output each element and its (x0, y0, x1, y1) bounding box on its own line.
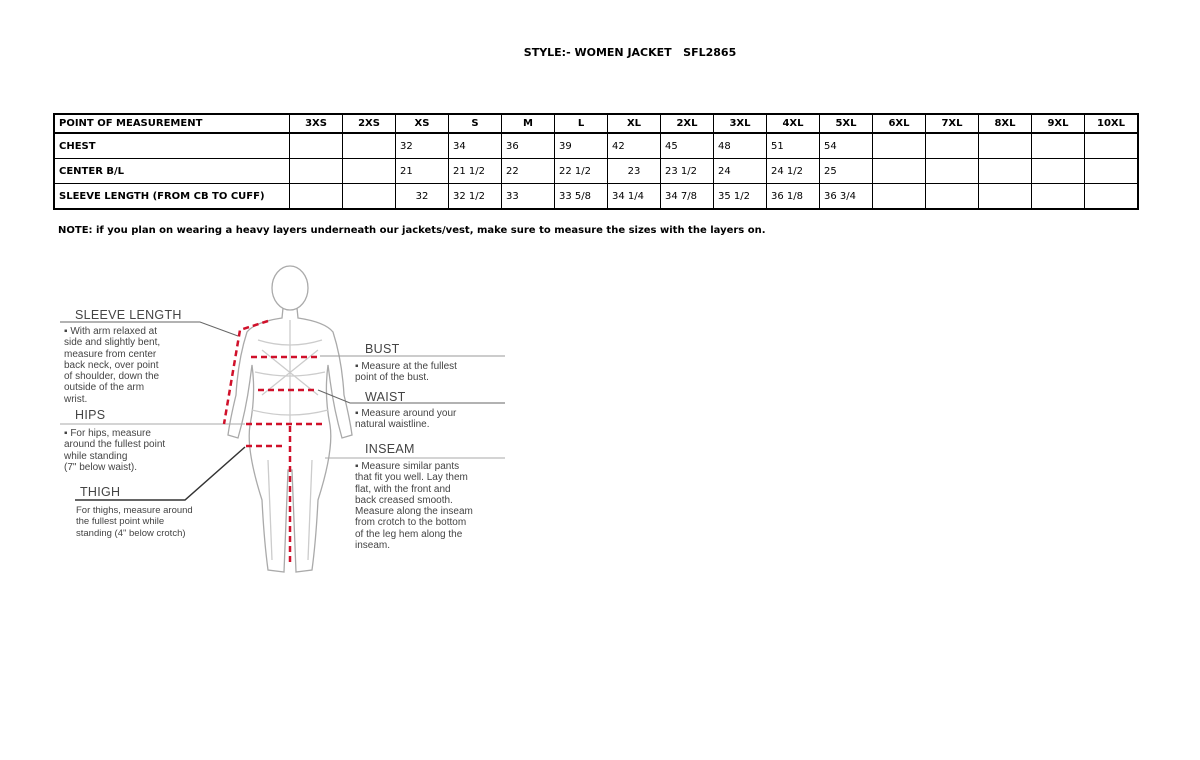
sleeve-length-heading: SLEEVE LENGTH (75, 308, 182, 322)
hips-text: ▪ For hips, measure around the fullest p… (64, 428, 166, 473)
table-cell (925, 158, 979, 184)
measurement-guide-lines (60, 321, 505, 501)
table-cell (289, 183, 343, 210)
table-cell: 36 3/4 (819, 183, 873, 210)
measurement-dashes (222, 319, 326, 565)
bust-heading: BUST (365, 342, 400, 356)
row-label: SLEEVE LENGTH (FROM CB TO CUFF) (53, 183, 290, 210)
table-cell: 22 1/2 (554, 158, 608, 184)
column-header-size: 3XS (289, 113, 343, 134)
table-cell: 21 (395, 158, 449, 184)
table-cell: 32 (395, 183, 449, 210)
column-header-size: 2XS (342, 113, 396, 134)
table-cell (925, 183, 979, 210)
table-cell: 36 (501, 132, 555, 159)
inseam-text: ▪ Measure similar pants that fit you wel… (355, 461, 473, 552)
table-cell: 32 1/2 (448, 183, 502, 210)
table-cell: 23 (607, 158, 661, 184)
table-cell: 24 1/2 (766, 158, 820, 184)
table-cell: 45 (660, 132, 714, 159)
column-header-size: 9XL (1031, 113, 1085, 134)
table-cell: 23 1/2 (660, 158, 714, 184)
table-cell: 34 1/4 (607, 183, 661, 210)
table-cell: 24 (713, 158, 767, 184)
table-row: SLEEVE LENGTH (FROM CB TO CUFF) 32 32 1/2 3… (53, 183, 1139, 210)
table-cell (872, 158, 926, 184)
table-cell (1031, 183, 1085, 210)
table-cell (978, 158, 1032, 184)
table-cell (872, 183, 926, 210)
table-cell: 36 1/8 (766, 183, 820, 210)
table-cell: 22 (501, 158, 555, 184)
table-row: CENTER B/L 21 21 1/2 22 22 1/2 23 23 1/2 24 24 1… (53, 158, 1139, 184)
table-cell (1084, 158, 1139, 184)
waist-text: ▪ Measure around your natural waistline. (355, 408, 457, 431)
table-cell (1031, 132, 1085, 159)
row-label: CENTER B/L (53, 158, 290, 184)
size-chart-table: POINT OF MEASUREMENT 3XS 2XS XS S M L XL 2XL 3XL 4… (53, 113, 1139, 210)
bust-text: ▪ Measure at the fullest point of the bu… (355, 361, 457, 384)
row-label: CHEST (53, 132, 290, 159)
column-header-size: M (501, 113, 555, 134)
column-header-size: 6XL (872, 113, 926, 134)
table-cell: 21 1/2 (448, 158, 502, 184)
table-row: CHEST 32 34 36 39 42 45 48 51 54 (53, 132, 1139, 159)
table-cell (1084, 183, 1139, 210)
table-cell (978, 132, 1032, 159)
table-cell: 54 (819, 132, 873, 159)
inseam-heading: INSEAM (365, 442, 415, 456)
table-header-row: POINT OF MEASUREMENT 3XS 2XS XS S M L XL 2XL 3XL 4… (53, 113, 1139, 134)
table-cell: 39 (554, 132, 608, 159)
column-header-size: S (448, 113, 502, 134)
column-header-size: 10XL (1084, 113, 1139, 134)
table-cell (1031, 158, 1085, 184)
hips-heading: HIPS (75, 408, 106, 422)
table-cell: 48 (713, 132, 767, 159)
thigh-heading: THIGH (80, 485, 121, 499)
waist-heading: WAIST (365, 390, 406, 404)
thigh-text: For thighs, measure around the fullest p… (76, 505, 193, 539)
sleeve-length-text: ▪ With arm relaxed at side and slightly … (64, 326, 161, 405)
sleeve-dash (222, 319, 269, 425)
table-cell (978, 183, 1032, 210)
layering-note: NOTE: if you plan on wearing a heavy lay… (58, 225, 766, 236)
table-cell: 25 (819, 158, 873, 184)
page-title: STYLE:- WOMEN JACKET SFL2865 (523, 46, 737, 59)
